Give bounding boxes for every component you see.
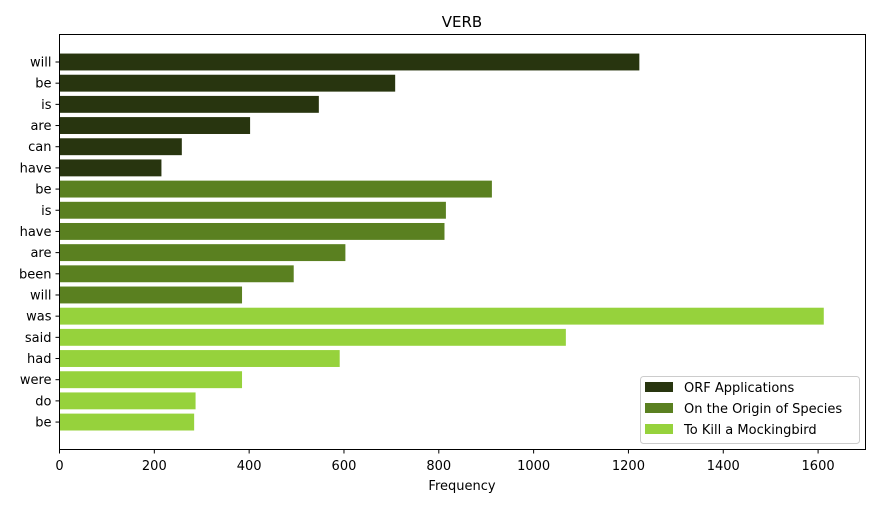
bar bbox=[59, 74, 396, 92]
legend: ORF Applications On the Origin of Species… bbox=[640, 376, 860, 444]
legend-label: On the Origin of Species bbox=[684, 402, 842, 417]
bar bbox=[59, 244, 346, 262]
x-axis-ticks: 0 200 400 600 800 1000 1200 1400 1600 bbox=[55, 449, 835, 474]
bar bbox=[59, 392, 196, 410]
y-tick-label: will bbox=[30, 288, 51, 303]
y-tick-label: were bbox=[20, 373, 52, 388]
x-tick-label: 200 bbox=[142, 459, 167, 474]
legend-label: To Kill a Mockingbird bbox=[683, 423, 817, 438]
x-axis-label: Frequency bbox=[428, 479, 495, 494]
bar bbox=[59, 265, 294, 283]
y-tick-label: said bbox=[25, 331, 52, 346]
y-tick-label: do bbox=[35, 394, 51, 409]
bar bbox=[59, 371, 243, 389]
y-tick-label: been bbox=[19, 267, 52, 282]
bar bbox=[59, 95, 319, 113]
y-tick-label: be bbox=[35, 416, 51, 431]
plot-frame bbox=[59, 34, 866, 450]
bar bbox=[59, 117, 251, 134]
y-tick-label: can bbox=[28, 140, 51, 155]
y-tick-label: is bbox=[41, 204, 52, 219]
bar bbox=[59, 350, 340, 367]
y-tick-label: will bbox=[30, 56, 51, 71]
x-tick-label: 1400 bbox=[707, 459, 740, 474]
bar bbox=[59, 328, 566, 346]
y-axis-ticks: will be is are can have be is have are been will was… bbox=[19, 56, 60, 431]
x-tick-label: 1000 bbox=[517, 459, 550, 474]
legend-swatch bbox=[645, 424, 673, 434]
legend-swatch bbox=[645, 403, 673, 413]
y-tick-label: are bbox=[30, 246, 51, 261]
x-tick-label: 800 bbox=[426, 459, 451, 474]
y-tick-label: is bbox=[41, 98, 52, 113]
x-tick-label: 0 bbox=[55, 459, 63, 474]
legend-label: ORF Applications bbox=[684, 381, 795, 396]
bar bbox=[59, 138, 182, 156]
legend-box bbox=[640, 376, 860, 444]
chart-title: VERB bbox=[442, 13, 482, 31]
bar bbox=[59, 286, 243, 304]
x-tick-label: 1200 bbox=[612, 459, 645, 474]
bar bbox=[59, 201, 446, 219]
bar bbox=[59, 222, 445, 240]
y-tick-label: have bbox=[20, 225, 52, 240]
y-tick-label: had bbox=[27, 352, 51, 367]
y-tick-label: are bbox=[30, 119, 51, 134]
legend-swatch bbox=[645, 382, 673, 392]
y-tick-label: was bbox=[26, 310, 52, 325]
bar bbox=[59, 53, 640, 71]
bar bbox=[59, 307, 824, 325]
y-tick-label: be bbox=[35, 183, 51, 198]
bars-layer bbox=[59, 53, 824, 431]
x-tick-label: 600 bbox=[332, 459, 357, 474]
bar bbox=[59, 159, 162, 177]
bar bbox=[59, 180, 492, 198]
x-tick-label: 1600 bbox=[802, 459, 835, 474]
y-tick-label: be bbox=[35, 77, 51, 92]
bar bbox=[59, 413, 195, 431]
y-tick-label: have bbox=[20, 161, 52, 176]
x-tick-label: 400 bbox=[237, 459, 262, 474]
